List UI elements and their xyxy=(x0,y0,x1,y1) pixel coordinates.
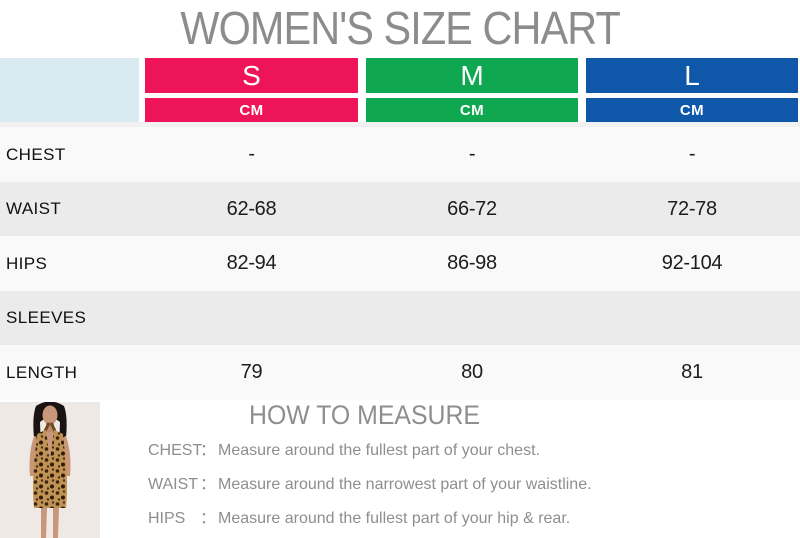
measure-label-hips: HIPS xyxy=(148,510,186,527)
cell-chest-m: - xyxy=(468,143,476,165)
measure-text-hips: Measure around the fullest part of your … xyxy=(218,510,571,527)
leopard-dress-model-illustration xyxy=(0,401,100,538)
measure-item-chest: CHEST： Measure around the fullest part of… xyxy=(148,441,592,461)
measure-text-waist: Measure around the narrowest part of you… xyxy=(218,476,592,493)
measure-colon: ： xyxy=(200,442,217,459)
size-label-l: L xyxy=(684,59,700,91)
table-row-length: LENGTH 79 80 81 xyxy=(0,345,800,400)
measure-label-chest: CHEST xyxy=(148,442,203,459)
row-label-hips: HIPS xyxy=(6,253,48,273)
cell-hips-l: 92-104 xyxy=(661,252,723,274)
measure-label-waist: WAIST xyxy=(148,476,199,493)
unit-header-l: CM xyxy=(586,98,798,122)
cell-chest-l: - xyxy=(688,143,696,165)
size-label-s: S xyxy=(242,59,261,91)
cell-waist-l: 72-78 xyxy=(667,197,717,220)
measure-text-chest: Measure around the fullest part of your … xyxy=(218,442,540,459)
table-row-chest: CHEST - - - xyxy=(0,127,800,182)
unit-label-m: CM xyxy=(459,101,485,119)
size-header-s: S xyxy=(145,58,358,93)
measure-item-waist: WAIST： Measure around the narrowest part … xyxy=(148,475,592,495)
page-title: WOMEN'S SIZE CHART xyxy=(0,0,800,56)
size-table-body: CHEST - - - WAIST 62-68 66-72 72-78 HIPS… xyxy=(0,127,800,400)
cell-length-s: 79 xyxy=(240,361,263,383)
table-top-strip xyxy=(0,122,800,127)
how-to-measure-list: CHEST： Measure around the fullest part of… xyxy=(148,441,592,538)
row-label-chest: CHEST xyxy=(6,144,66,164)
measure-colon: ： xyxy=(200,510,217,527)
table-row-waist: WAIST 62-68 66-72 72-78 xyxy=(0,182,800,236)
cell-length-l: 81 xyxy=(681,361,703,383)
unit-header-s: CM xyxy=(145,98,358,122)
cell-waist-m: 66-72 xyxy=(447,197,497,220)
how-to-measure-title: HOW TO MEASURE xyxy=(140,400,590,431)
unit-header-m: CM xyxy=(366,98,578,122)
cell-length-m: 80 xyxy=(461,361,483,383)
page-title-text: WOMEN'S SIZE CHART xyxy=(180,2,620,54)
model-photo xyxy=(0,401,100,538)
measure-colon: ： xyxy=(200,476,217,493)
size-header-empty-cell xyxy=(0,58,139,122)
cell-waist-s: 62-68 xyxy=(226,197,277,220)
unit-label-s: CM xyxy=(239,101,264,119)
how-to-measure-title-text: HOW TO MEASURE xyxy=(249,400,481,430)
cell-chest-s: - xyxy=(248,143,255,165)
cell-hips-m: 86-98 xyxy=(447,252,497,274)
table-row-hips: HIPS 82-94 86-98 92-104 xyxy=(0,236,800,291)
row-label-sleeves: SLEEVES xyxy=(6,308,87,327)
cell-hips-s: 82-94 xyxy=(226,252,277,274)
table-row-sleeves: SLEEVES xyxy=(0,291,800,345)
row-label-waist: WAIST xyxy=(6,199,62,218)
unit-label-l: CM xyxy=(679,101,705,119)
row-label-length: LENGTH xyxy=(6,362,78,382)
measure-item-hips: HIPS ： Measure around the fullest part of … xyxy=(148,509,592,529)
size-label-m: M xyxy=(460,59,484,91)
size-header-l: L xyxy=(586,58,798,93)
size-header-m: M xyxy=(366,58,578,93)
